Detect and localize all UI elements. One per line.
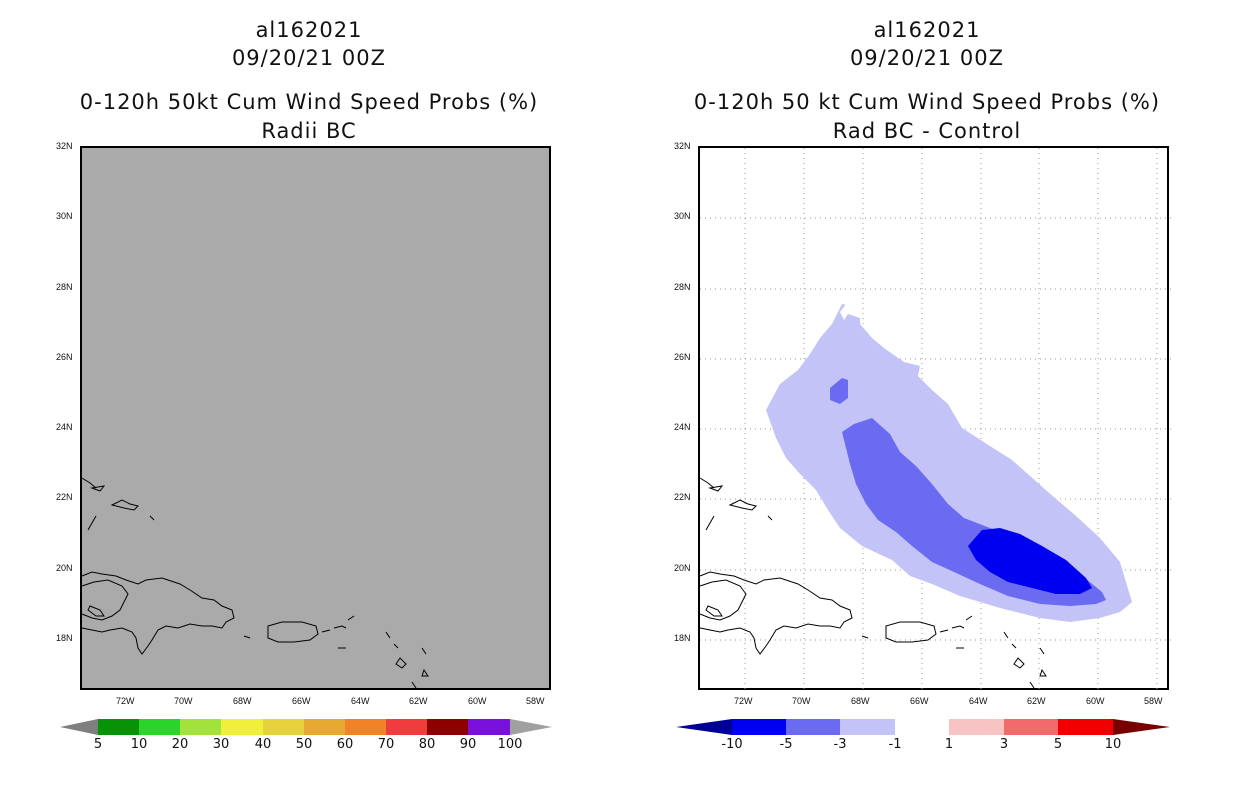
lon-label: 64W (351, 696, 370, 706)
lon-label: 66W (292, 696, 311, 706)
colorbar-label: 80 (418, 737, 436, 752)
lat-label: 22N (56, 492, 73, 502)
coastline (699, 477, 1047, 689)
colorbar-segment (468, 719, 510, 735)
colorbar-segment (427, 719, 468, 735)
lat-label: 18N (674, 633, 691, 643)
colorbar-segment (180, 719, 221, 735)
lat-label: 24N (674, 422, 691, 432)
colorbar (676, 719, 1170, 735)
lon-label: 68W (851, 696, 870, 706)
right-panel: al162021 09/20/21 00Z 0-120h 50 kt Cum W… (618, 0, 1236, 800)
storm-id: al162021 (873, 18, 981, 42)
map-area-radii-bc (80, 146, 551, 690)
colorbar-label: -1 (888, 737, 902, 752)
colorbar-label: 10 (130, 737, 148, 752)
lon-label: 72W (734, 696, 753, 706)
map-area-rad-bc-control (698, 146, 1171, 692)
lat-label: 32N (674, 141, 691, 151)
contour-medium-small (830, 378, 848, 404)
plot-subtitle: Radii BC (261, 119, 357, 143)
colorbar-segment (263, 719, 304, 735)
lon-label: 60W (1086, 696, 1105, 706)
contour-light (766, 304, 1132, 622)
colorbar-label: -5 (779, 737, 793, 752)
colorbar-label: 5 (1053, 737, 1063, 752)
colorbar-label: 10 (1104, 737, 1122, 752)
colorbar-segment (949, 719, 1004, 735)
lat-label: 28N (56, 282, 73, 292)
colorbar-label: 60 (336, 737, 354, 752)
lat-label: 18N (56, 633, 73, 643)
lat-label: 22N (674, 492, 691, 502)
colorbar-segment (98, 719, 139, 735)
colorbar-segment (1058, 719, 1113, 735)
colorbar-label: -3 (833, 737, 847, 752)
datetime: 09/20/21 00Z (231, 46, 387, 70)
lat-label: 26N (674, 352, 691, 362)
colorbar-label: 100 (497, 737, 523, 752)
colorbar-segment (304, 719, 345, 735)
lat-label: 20N (56, 563, 73, 573)
colorbar-label: 70 (377, 737, 395, 752)
lon-label: 66W (910, 696, 929, 706)
difference-map (699, 148, 1171, 692)
colorbar-label: 20 (171, 737, 189, 752)
colorbar-over-arrow (1113, 719, 1170, 735)
colorbar-segment (139, 719, 180, 735)
lon-label: 62W (409, 696, 428, 706)
lat-label: 28N (674, 282, 691, 292)
plot-subtitle: Rad BC - Control (832, 119, 1022, 143)
colorbar-label: 5 (93, 737, 103, 752)
lon-label: 62W (1027, 696, 1046, 706)
colorbar-segment (840, 719, 895, 735)
colorbar-label: -10 (721, 737, 743, 752)
colorbar-label: 50 (295, 737, 313, 752)
left-panel: al162021 09/20/21 00Z 0-120h 50kt Cum Wi… (56, 18, 552, 752)
datetime: 09/20/21 00Z (849, 46, 1005, 70)
coastline-map (81, 477, 429, 689)
colorbar-label: 90 (459, 737, 477, 752)
colorbar-label: 40 (254, 737, 272, 752)
colorbar-under-arrow (676, 719, 732, 735)
lat-label: 32N (56, 141, 73, 151)
colorbar-segment (895, 719, 949, 735)
lat-label: 30N (56, 211, 73, 221)
lat-label: 26N (56, 352, 73, 362)
plot-title: 0-120h 50kt Cum Wind Speed Probs (%) (79, 90, 539, 114)
lon-label: 70W (174, 696, 193, 706)
lon-label: 58W (1144, 696, 1163, 706)
colorbar-under-arrow (60, 719, 98, 735)
gridlines (700, 148, 1171, 692)
colorbar (60, 719, 552, 735)
colorbar-label: 3 (999, 737, 1009, 752)
lon-label: 60W (468, 696, 487, 706)
colorbar-segment (1004, 719, 1058, 735)
colorbar-segment (786, 719, 840, 735)
colorbar-over-arrow (510, 719, 552, 735)
plot-title: 0-120h 50 kt Cum Wind Speed Probs (%) (693, 90, 1161, 114)
contour-dark (968, 528, 1092, 594)
lon-label: 68W (233, 696, 252, 706)
colorbar-segment (732, 719, 786, 735)
colorbar-segment (221, 719, 263, 735)
colorbar-label: 30 (212, 737, 230, 752)
colorbar-segment (345, 719, 386, 735)
lon-label: 58W (526, 696, 545, 706)
lat-label: 24N (56, 422, 73, 432)
lat-label: 20N (674, 563, 691, 573)
lat-label: 30N (674, 211, 691, 221)
lon-label: 72W (116, 696, 135, 706)
lon-label: 70W (792, 696, 811, 706)
lon-label: 64W (969, 696, 988, 706)
colorbar-segment (386, 719, 427, 735)
colorbar-label: 1 (944, 737, 954, 752)
contour-light-gap (840, 304, 852, 320)
storm-id: al162021 (255, 18, 363, 42)
